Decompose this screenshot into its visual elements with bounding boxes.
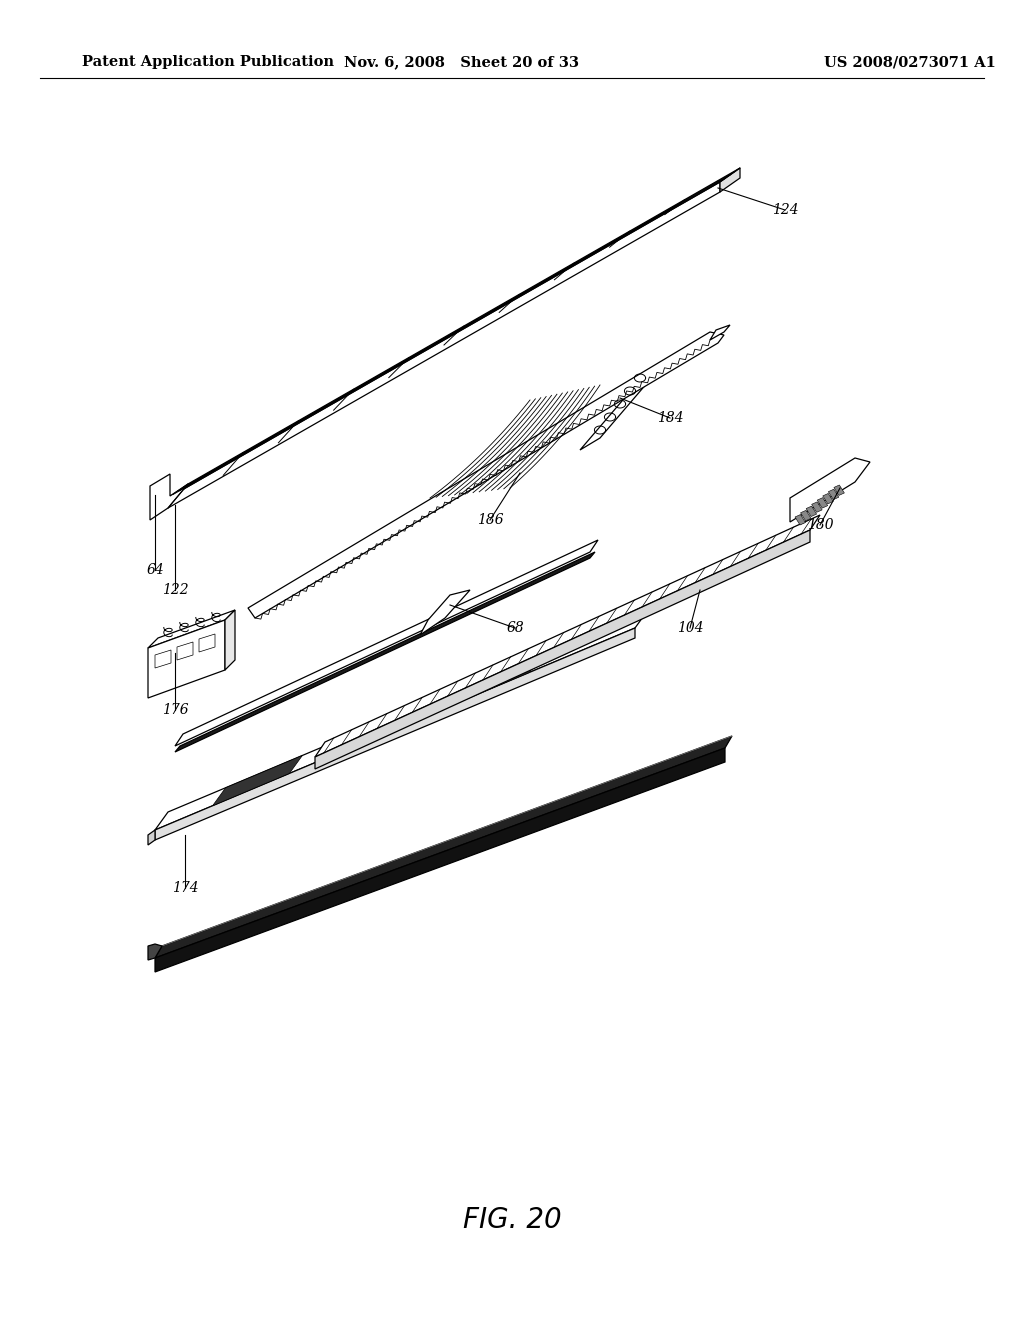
Polygon shape	[480, 293, 523, 318]
Polygon shape	[720, 168, 740, 191]
Polygon shape	[420, 590, 470, 635]
Polygon shape	[148, 610, 234, 648]
Polygon shape	[229, 437, 272, 462]
Polygon shape	[834, 484, 845, 495]
Text: 68: 68	[506, 620, 524, 635]
Polygon shape	[581, 236, 624, 261]
Polygon shape	[155, 628, 635, 840]
Polygon shape	[801, 511, 811, 521]
Polygon shape	[806, 506, 816, 516]
Text: FIG. 20: FIG. 20	[463, 1206, 561, 1234]
Polygon shape	[155, 649, 171, 668]
Text: 122: 122	[162, 583, 188, 597]
Polygon shape	[586, 232, 629, 257]
Polygon shape	[385, 347, 428, 372]
Polygon shape	[636, 203, 679, 228]
Polygon shape	[184, 462, 227, 487]
Polygon shape	[213, 755, 302, 805]
Polygon shape	[530, 265, 573, 290]
Text: 186: 186	[477, 513, 504, 527]
Text: Nov. 6, 2008   Sheet 20 of 33: Nov. 6, 2008 Sheet 20 of 33	[344, 55, 580, 69]
Polygon shape	[175, 552, 595, 752]
Polygon shape	[337, 704, 427, 754]
Polygon shape	[148, 830, 155, 845]
Polygon shape	[315, 515, 820, 756]
Polygon shape	[710, 325, 730, 341]
Polygon shape	[155, 748, 725, 972]
Text: 124: 124	[772, 203, 799, 216]
Polygon shape	[580, 368, 660, 450]
Polygon shape	[155, 610, 648, 830]
Polygon shape	[795, 515, 806, 525]
Polygon shape	[430, 322, 473, 347]
Polygon shape	[330, 380, 373, 405]
Text: 176: 176	[162, 704, 188, 717]
Polygon shape	[175, 540, 598, 746]
Text: 174: 174	[172, 880, 199, 895]
Polygon shape	[280, 408, 323, 433]
Text: 180: 180	[807, 517, 834, 532]
Polygon shape	[179, 466, 222, 491]
Text: US 2008/0273071 A1: US 2008/0273071 A1	[824, 55, 996, 69]
Polygon shape	[285, 405, 328, 430]
Text: 104: 104	[677, 620, 703, 635]
Polygon shape	[148, 620, 225, 698]
Polygon shape	[148, 944, 162, 960]
Polygon shape	[380, 351, 423, 376]
Polygon shape	[790, 458, 870, 521]
Polygon shape	[822, 494, 834, 504]
Polygon shape	[177, 642, 193, 660]
Polygon shape	[335, 376, 378, 401]
Text: 64: 64	[146, 564, 164, 577]
Polygon shape	[315, 531, 810, 770]
Polygon shape	[168, 182, 720, 508]
Polygon shape	[467, 655, 543, 698]
Polygon shape	[155, 737, 732, 958]
Polygon shape	[234, 433, 278, 459]
Polygon shape	[225, 610, 234, 671]
Polygon shape	[817, 498, 827, 508]
Polygon shape	[812, 502, 822, 512]
Polygon shape	[248, 333, 724, 618]
Polygon shape	[828, 490, 839, 500]
Polygon shape	[485, 290, 528, 315]
Polygon shape	[536, 261, 579, 286]
Polygon shape	[631, 207, 674, 232]
Polygon shape	[435, 318, 478, 343]
Text: 184: 184	[656, 411, 683, 425]
Polygon shape	[150, 474, 188, 520]
Polygon shape	[199, 634, 215, 652]
Polygon shape	[168, 168, 740, 498]
Text: Patent Application Publication: Patent Application Publication	[82, 55, 334, 69]
